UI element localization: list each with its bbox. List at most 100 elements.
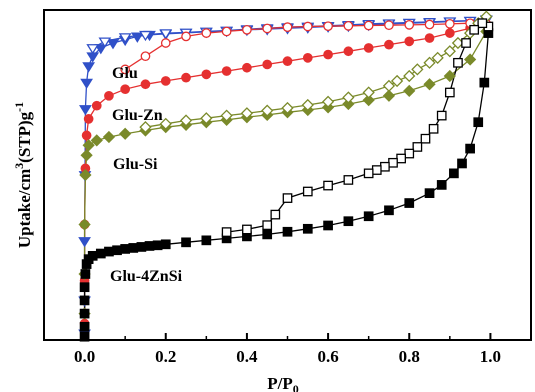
glu-4znsi-adsorption-point	[457, 158, 467, 169]
glu-4znsi-adsorption-point	[473, 117, 484, 128]
series-label: Glu-Zn	[112, 107, 163, 124]
glu-si-desorption-point	[382, 79, 396, 93]
glu-4znsi-adsorption-point	[343, 216, 354, 227]
glu-4znsi-adsorption-point	[384, 205, 394, 216]
glu-si-desorption-point	[362, 86, 375, 99]
glu-desorption-point	[159, 29, 173, 40]
glu-si-adsorption-point	[464, 53, 477, 66]
glu-4znsi-desorption-point	[270, 209, 281, 220]
glu-4znsi-desorption-point	[428, 123, 439, 134]
x-tick-label: 0.4	[236, 347, 258, 366]
glu-zn-adsorption-point	[282, 56, 293, 67]
glu-4znsi-desorption-point	[388, 157, 398, 168]
glu-si-desorption-point	[220, 109, 233, 122]
glu-si-desorption-point	[159, 117, 172, 130]
glu-4znsi-desorption-point	[380, 161, 390, 172]
glu-desorption-point	[118, 33, 132, 44]
glu-zn-desorption-point	[424, 19, 435, 30]
glu-zn-adsorption-point	[323, 49, 333, 60]
glu-zn-adsorption-point	[221, 66, 232, 76]
glu-4znsi-desorption-point	[453, 57, 463, 68]
x-axis-title: P/P0	[267, 374, 299, 392]
glu-4znsi-adsorption-point	[87, 250, 98, 261]
glu-si-adsorption-point	[80, 149, 93, 162]
glu-si-desorption-point	[261, 104, 274, 117]
y-axis-title-superscript-1: 3	[12, 163, 26, 169]
glu-zn-desorption-point	[160, 38, 171, 48]
glu-zn-desorption-point	[120, 64, 131, 75]
x-tick-label: 0.6	[317, 347, 338, 366]
glu-si-adsorption-point	[78, 218, 91, 231]
series-labels: Glu Glu-Zn Glu-Si Glu-4ZnSi	[110, 65, 183, 285]
glu-si-adsorption-point	[382, 89, 396, 102]
glu-4znsi-adsorption-point	[201, 235, 212, 246]
glu-si-desorption-point	[240, 107, 254, 120]
glu-zn-desorption-point	[363, 20, 374, 31]
glu-4znsi-desorption-point	[302, 186, 313, 197]
glu-4znsi-adsorption-point	[436, 180, 447, 190]
glu-desorption-point	[98, 37, 112, 48]
glu-adsorption-point	[78, 237, 91, 248]
glu-zn-adsorption-point	[83, 114, 94, 124]
glu-si-desorption-point	[390, 74, 404, 88]
glu-4znsi-adsorption-point	[302, 223, 313, 234]
glu-si-adsorption-point	[423, 78, 436, 91]
glu-4znsi-adsorption-point	[104, 246, 114, 257]
glu-4znsi-adsorption-point	[465, 143, 475, 154]
glu-4znsi-desorption-point	[469, 24, 480, 35]
glu-4znsi-adsorption-point	[144, 241, 155, 251]
glu-4znsi-adsorption-point	[424, 188, 435, 198]
glu-si-adsorption-point	[82, 139, 95, 152]
glu-si-desorption-point	[281, 101, 294, 115]
glu-4znsi-desorption-point	[242, 224, 252, 235]
glu-si-desorption-point	[431, 51, 444, 64]
glu-zn-desorption-point	[444, 19, 455, 29]
glu-zn-adsorption-point	[140, 79, 151, 90]
x-tick-label: 0.0	[74, 347, 95, 366]
glu-si-desorption-point	[139, 121, 152, 134]
glu-zn-adsorption-point	[262, 59, 273, 70]
glu-4znsi-adsorption-point	[79, 282, 90, 293]
glu-4znsi-adsorption-point	[136, 242, 147, 252]
glu-4znsi-adsorption-point	[262, 229, 273, 240]
glu-si-adsorption-point	[90, 134, 103, 147]
glu-adsorption-point	[106, 39, 120, 50]
glu-4znsi-desorption-point	[436, 110, 447, 121]
glu-si-adsorption-point	[119, 127, 132, 140]
glu-4znsi-adsorption-point	[181, 237, 191, 248]
x-tick-label: 0.8	[399, 347, 420, 366]
y-axis-title-main: Uptake/cm	[15, 169, 34, 248]
x-axis-title-subscript: 0	[293, 382, 299, 392]
glu-4znsi-desorption-point	[323, 180, 333, 191]
y-axis-title-middle: (STP)g	[15, 111, 34, 163]
glu-4znsi-desorption-point	[282, 193, 293, 203]
x-ticks: 0.0 0.2 0.4 0.6 0.8 1.0	[74, 333, 501, 366]
glu-zn-adsorption-point	[91, 100, 102, 111]
glu-zn-adsorption-point	[242, 62, 252, 73]
glu-4znsi-adsorption-point	[282, 226, 293, 237]
glu-4znsi-adsorption-point	[449, 168, 459, 179]
glu-desorption-point	[139, 30, 152, 42]
glu-4znsi-adsorption-point	[79, 321, 90, 332]
glu-si-adsorption-point	[79, 168, 92, 182]
glu-si-adsorption-point	[403, 84, 416, 97]
series-label: Glu	[112, 65, 138, 82]
glu-zn-adsorption-point	[120, 84, 131, 95]
glu-si-desorption-line	[145, 16, 487, 128]
glu-4znsi-desorption-point	[262, 220, 273, 231]
glu-zn-adsorption-point	[104, 90, 114, 101]
glu-zn-adsorption-point	[81, 130, 92, 141]
glu-zn-desorption-point	[201, 28, 212, 38]
series-markers	[78, 10, 494, 342]
glu-4znsi-desorption-point	[343, 175, 354, 185]
glu-zn-adsorption-point	[343, 46, 354, 57]
glu-adsorption-point	[79, 105, 92, 116]
glu-4znsi-adsorption-point	[160, 239, 171, 250]
glu-adsorption-point	[82, 62, 96, 73]
glu-4znsi-desorption-point	[444, 87, 455, 98]
glu-zn-desorption-point	[282, 22, 293, 33]
glu-si-desorption-point	[411, 63, 424, 76]
glu-zn-desorption-point	[221, 26, 232, 37]
glu-si-adsorption-point	[342, 97, 355, 111]
